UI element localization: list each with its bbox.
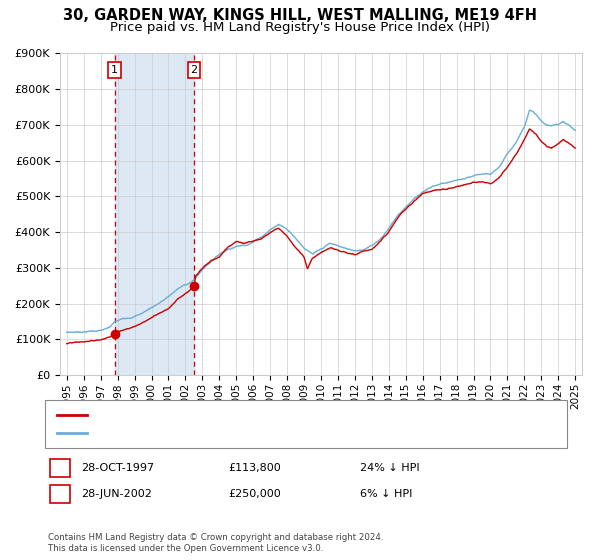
Text: 6% ↓ HPI: 6% ↓ HPI: [360, 489, 412, 499]
Text: 2: 2: [56, 489, 64, 499]
Text: 1: 1: [111, 65, 118, 75]
Bar: [115, 53, 194, 375]
Text: 2: 2: [190, 65, 197, 75]
Text: 28-OCT-1997: 28-OCT-1997: [81, 463, 154, 473]
Text: £113,800: £113,800: [228, 463, 281, 473]
Text: 30, GARDEN WAY, KINGS HILL, WEST MALLING, ME19 4FH: 30, GARDEN WAY, KINGS HILL, WEST MALLING…: [63, 8, 537, 24]
Text: HPI: Average price, detached house, Tonbridge and Malling: HPI: Average price, detached house, Tonb…: [93, 428, 381, 438]
Text: 30, GARDEN WAY, KINGS HILL, WEST MALLING, ME19 4FH (detached house): 30, GARDEN WAY, KINGS HILL, WEST MALLING…: [93, 410, 464, 420]
Text: 28-JUN-2002: 28-JUN-2002: [81, 489, 152, 499]
Text: 1: 1: [56, 463, 64, 473]
Text: Contains HM Land Registry data © Crown copyright and database right 2024.
This d: Contains HM Land Registry data © Crown c…: [48, 533, 383, 553]
Text: Price paid vs. HM Land Registry's House Price Index (HPI): Price paid vs. HM Land Registry's House …: [110, 21, 490, 34]
Text: 24% ↓ HPI: 24% ↓ HPI: [360, 463, 419, 473]
Text: £250,000: £250,000: [228, 489, 281, 499]
